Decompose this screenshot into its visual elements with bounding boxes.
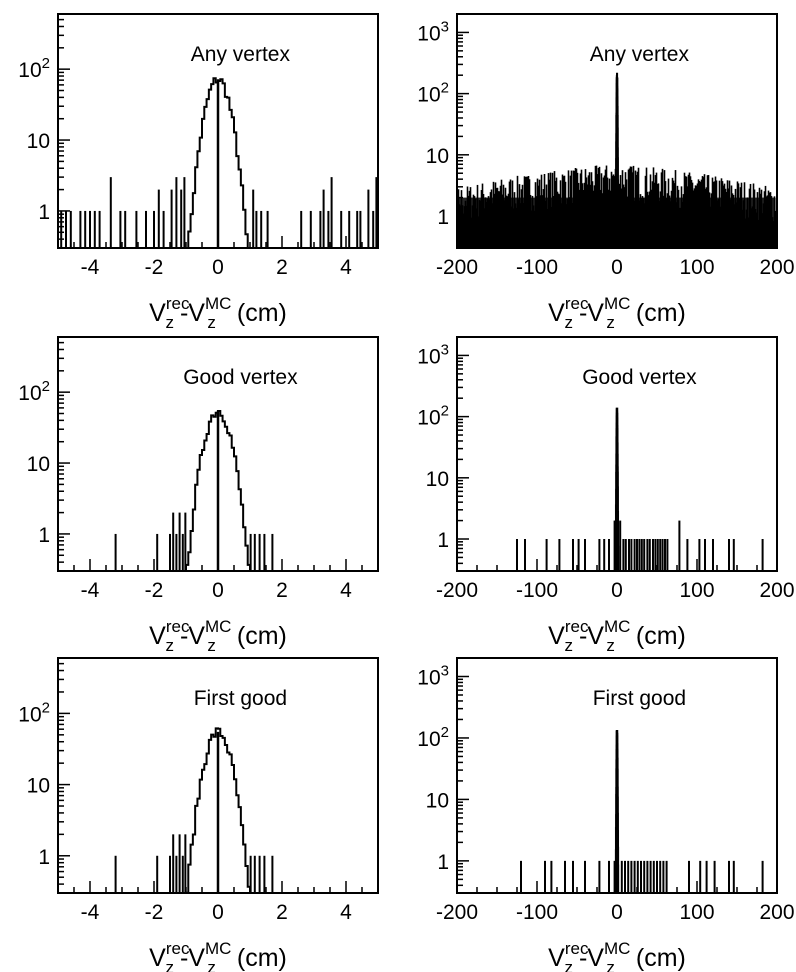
x-tick-label: 2	[276, 256, 288, 279]
x-tick-label: -2	[145, 901, 164, 924]
histogram-panel-4: 1 10 102 103 -200 -100 0 100 200 Good vertex Vrec z…	[417, 336, 795, 655]
x-tick-label: -200	[436, 901, 478, 924]
x-tick-label: 100	[679, 256, 714, 279]
y-tick-label: 10	[27, 775, 50, 798]
x-tick-label: 0	[611, 256, 623, 279]
histogram-panel-5: 1 10 102 -4 -2 0 2 4 First good Vrec z -VMC z (cm)	[18, 657, 379, 972]
panel-title: First good	[194, 687, 287, 710]
y-tick-label: 10	[27, 453, 50, 476]
y-tick-label: 10	[27, 130, 50, 153]
x-tick-label: 4	[340, 579, 352, 602]
y-tick-label: 103	[417, 341, 449, 368]
x-tick-label: 0	[212, 256, 224, 279]
x-tick-label: 4	[340, 901, 352, 924]
y-tick-label: 10	[426, 789, 449, 812]
x-tick-label: -2	[145, 256, 164, 279]
x-tick-label: 0	[212, 579, 224, 602]
y-tick-label: 102	[417, 403, 449, 430]
panel-title: First good	[593, 687, 686, 710]
histogram-bars	[516, 407, 764, 571]
histogram-panel-6: 1 10 102 103 -200 -100 0 100 200 First good Vrec z -…	[417, 657, 795, 972]
y-tick-label: 1	[38, 201, 50, 224]
histogram-bars	[60, 77, 378, 249]
x-axis-label: Vrec z -VMC z (cm)	[548, 294, 686, 332]
x-tick-label: -200	[436, 256, 478, 279]
axis-ticks	[57, 13, 379, 249]
y-tick-label: 1	[437, 851, 449, 874]
histogram-panel-1: 1 10 102 -4 -2 0 2 4 Any vertex Vrec z -VMC z (cm)	[18, 13, 379, 332]
y-tick-label: 1	[437, 529, 449, 552]
x-tick-label: 200	[759, 579, 794, 602]
x-tick-label: -100	[516, 901, 558, 924]
axis-ticks	[456, 657, 778, 894]
histogram-bars	[520, 729, 764, 893]
histogram-peak	[185, 727, 251, 894]
x-tick-label: -100	[516, 256, 558, 279]
x-tick-label: 200	[759, 256, 794, 279]
y-tick-label: 10	[426, 145, 449, 168]
y-tick-label: 102	[417, 80, 449, 107]
y-tick-label: 102	[18, 699, 50, 726]
histogram-panel-2: 1 10 102 103 -200 -100 0 100 200 Any vertex Vrec z -…	[417, 13, 795, 332]
x-axis-label: Vrec z -VMC z (cm)	[149, 294, 287, 332]
histogram-bars	[114, 409, 274, 571]
x-tick-label: 100	[679, 579, 714, 602]
panel-title: Any vertex	[590, 43, 690, 66]
x-axis-label: Vrec z -VMC z (cm)	[548, 617, 686, 655]
x-tick-label: 100	[679, 901, 714, 924]
x-tick-label: 2	[276, 579, 288, 602]
x-axis-label: Vrec z -VMC z (cm)	[548, 939, 686, 972]
x-axis-label: Vrec z -VMC z (cm)	[149, 939, 287, 972]
histogram-bars	[114, 727, 274, 894]
axis-ticks	[57, 657, 379, 894]
histogram-panel-3: 1 10 102 -4 -2 0 2 4 Good vertex Vrec z -VMC z (cm)	[18, 336, 379, 655]
x-tick-label: 200	[759, 901, 794, 924]
x-tick-label: 0	[212, 901, 224, 924]
x-tick-label: -4	[81, 256, 100, 279]
y-tick-label: 1	[437, 206, 449, 229]
y-tick-label: 103	[417, 662, 449, 689]
y-tick-label: 1	[38, 846, 50, 869]
x-tick-label: -4	[81, 901, 100, 924]
x-tick-label: 0	[611, 579, 623, 602]
x-tick-label: 0	[611, 901, 623, 924]
x-tick-label: -2	[145, 579, 164, 602]
x-tick-label: -200	[436, 579, 478, 602]
axis-ticks	[456, 336, 778, 572]
x-tick-label: -4	[81, 579, 100, 602]
x-axis-label: Vrec z -VMC z (cm)	[149, 617, 287, 655]
x-tick-label: -100	[516, 579, 558, 602]
axis-ticks	[456, 13, 778, 249]
y-tick-label: 102	[18, 55, 50, 82]
y-tick-label: 103	[417, 18, 449, 45]
y-tick-label: 10	[426, 468, 449, 491]
y-tick-label: 102	[417, 724, 449, 751]
y-tick-label: 1	[38, 524, 50, 547]
axis-ticks	[57, 336, 379, 572]
panel-title: Good vertex	[183, 366, 298, 389]
x-tick-label: 2	[276, 901, 288, 924]
x-tick-label: 4	[340, 256, 352, 279]
y-tick-label: 102	[18, 378, 50, 405]
panel-title: Good vertex	[582, 366, 697, 389]
histogram-bars	[456, 72, 778, 248]
panel-title: Any vertex	[191, 43, 291, 66]
